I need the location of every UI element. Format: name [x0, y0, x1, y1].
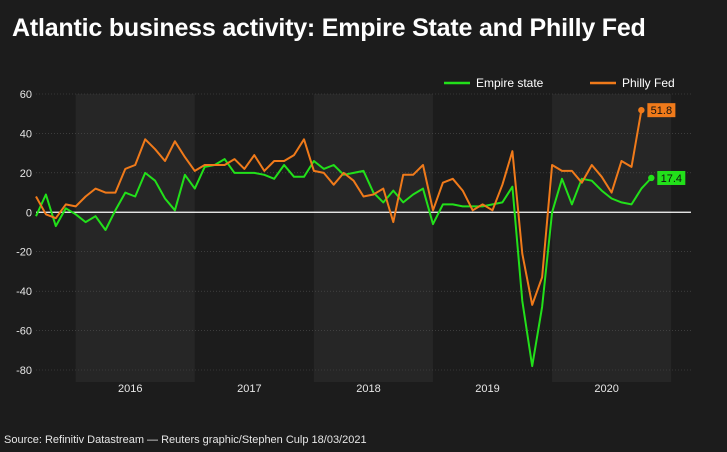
series-end-badge-1 [647, 103, 676, 118]
y-tick-label: -40 [16, 286, 32, 298]
y-tick-label: 20 [20, 168, 32, 180]
x-tick-label: 2019 [475, 383, 499, 395]
y-tick-label: 60 [20, 89, 32, 101]
year-band-2016 [75, 94, 195, 382]
x-tick-label: 2018 [356, 383, 380, 395]
year-band-2020 [552, 94, 672, 382]
series-lines [35, 110, 653, 368]
y-tick-label: 40 [20, 128, 32, 140]
y-tick-label: -60 [16, 326, 32, 338]
series-line-1 [35, 110, 643, 306]
x-tick-label: 2016 [118, 383, 142, 395]
x-tick-label: 2017 [237, 383, 261, 395]
year-bands [75, 94, 672, 382]
series-end-value-0: 17.4 [661, 173, 682, 185]
series-end-dot-0 [648, 174, 655, 182]
y-tick-label: -80 [16, 365, 32, 377]
y-tick-label: 0 [26, 207, 32, 219]
x-axis-year-labels: 2016 2017 2018 2019 2020 [118, 383, 619, 395]
y-tick-label: -20 [16, 247, 32, 259]
legend-label-empire: Empire state [476, 76, 544, 90]
series-line-0 [35, 158, 653, 368]
chart-title: Atlantic business activity: Empire State… [12, 14, 646, 42]
y-axis-ticks: 60 40 20 0 -20 -40 -60 -80 [16, 89, 32, 377]
series-end-labels: 17.4 51.8 [638, 103, 686, 185]
series-end-dot-1 [638, 106, 645, 114]
legend: Empire state Philly Fed [444, 76, 675, 90]
source-note: Source: Refinitiv Datastream — Reuters g… [4, 434, 367, 446]
series-end-value-1: 51.8 [651, 105, 672, 117]
series-end-badge-0 [657, 170, 686, 185]
x-tick-label: 2020 [594, 383, 618, 395]
year-band-2018 [313, 94, 433, 382]
legend-label-philly: Philly Fed [622, 76, 675, 90]
